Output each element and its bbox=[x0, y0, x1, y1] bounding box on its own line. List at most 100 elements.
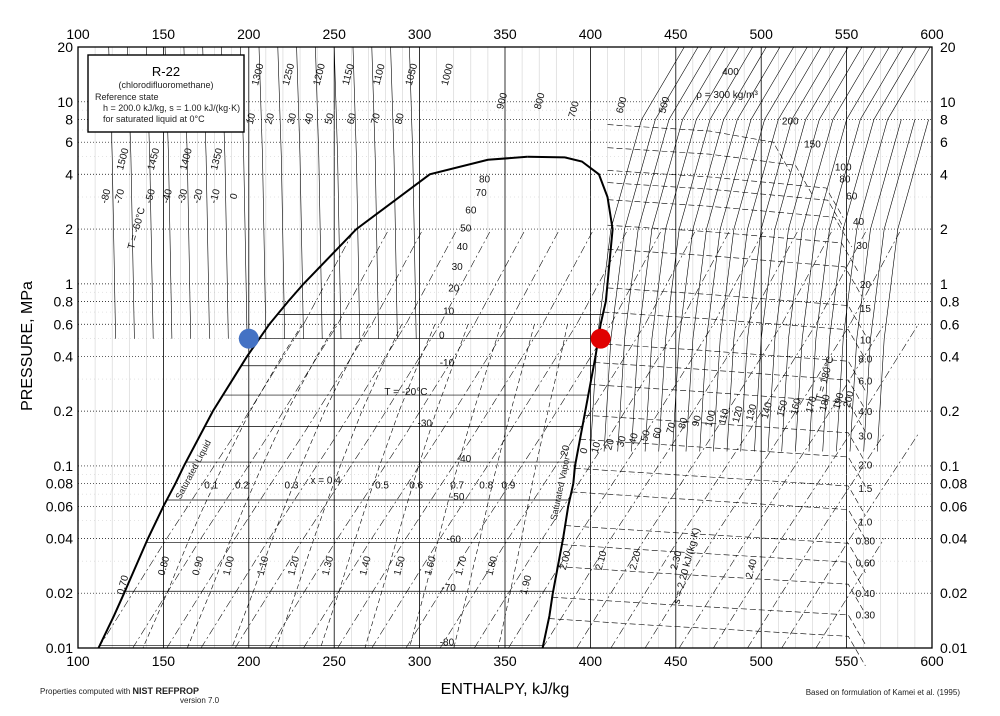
density-line bbox=[594, 362, 866, 410]
x-axis-title: ENTHALPY, kJ/kg bbox=[441, 681, 570, 698]
vapor-isotherm bbox=[822, 46, 917, 452]
vapor-isotherm bbox=[685, 46, 781, 452]
entropy-label: 0.80 bbox=[157, 555, 173, 577]
liquid-density-label: 700 bbox=[567, 100, 582, 119]
entropy-line bbox=[269, 228, 526, 649]
density-label: 6.0 bbox=[858, 377, 872, 388]
quality-label: 0.9 bbox=[501, 481, 515, 492]
entropy-line bbox=[576, 228, 834, 649]
vapor-isotherm bbox=[590, 46, 685, 452]
density-label: 30 bbox=[856, 241, 868, 252]
x-tick-label-bottom: 300 bbox=[408, 653, 432, 669]
isotherm-label: T = -20°C bbox=[384, 387, 427, 398]
isotherm-label: -50 bbox=[450, 492, 465, 503]
liquid-density-label: 600 bbox=[615, 95, 630, 114]
density-label: 150 bbox=[804, 140, 821, 151]
y-tick-label-left: 8 bbox=[65, 111, 73, 127]
vapor-isotherm bbox=[658, 46, 753, 452]
chart-subtitle: (chlorodifluoromethane) bbox=[118, 80, 213, 90]
isotherm-label: 60 bbox=[465, 206, 477, 217]
isotherm-label: 50 bbox=[460, 223, 472, 234]
entropy-label: 1.30 bbox=[321, 555, 337, 577]
y-tick-label-left: 0.4 bbox=[54, 348, 74, 364]
entropy-label: 2.40 bbox=[744, 558, 760, 580]
vapor-isotherm-label: 160 bbox=[789, 397, 804, 416]
vapor-isotherm-label: 40 bbox=[627, 431, 641, 445]
vapor-isotherm bbox=[877, 119, 929, 452]
liquid-isotherm bbox=[315, 46, 323, 339]
y-tick-label-left: 0.04 bbox=[46, 530, 73, 546]
liquid-isotherm-label: 10 bbox=[245, 112, 259, 126]
reference-state-line-1: Reference state bbox=[95, 92, 159, 102]
state-points bbox=[238, 328, 611, 349]
y-tick-label-left: 0.08 bbox=[46, 476, 73, 492]
vapor-isotherm bbox=[781, 46, 876, 452]
density-label: 8.0 bbox=[858, 354, 872, 365]
x-tick-label-top: 400 bbox=[579, 26, 603, 42]
entropy-line bbox=[439, 228, 697, 649]
liquid-density-label: 1300 bbox=[250, 62, 266, 87]
y-tick-label-left: 20 bbox=[57, 39, 73, 55]
x-tick-label-top: 200 bbox=[237, 26, 261, 42]
property-lines bbox=[98, 46, 931, 667]
vapor-isotherm-label: 10 bbox=[590, 440, 604, 454]
x-tick-label-bottom: 200 bbox=[237, 653, 261, 669]
isotherm-label: 80 bbox=[479, 175, 491, 186]
y-tick-label-left: 0.8 bbox=[54, 294, 74, 310]
quality-line bbox=[231, 324, 369, 649]
isotherm-label: 0 bbox=[439, 331, 445, 342]
liquid-density-label: 1450 bbox=[146, 147, 162, 172]
x-tick-label-top: 450 bbox=[664, 26, 688, 42]
vapor-isotherm bbox=[795, 46, 890, 452]
y-tick-label-right: 0.01 bbox=[940, 640, 967, 656]
x-tick-label-top: 350 bbox=[493, 26, 517, 42]
quality-label: 0.5 bbox=[375, 481, 389, 492]
entropy-line bbox=[678, 324, 885, 649]
density-line bbox=[607, 124, 791, 172]
y-tick-label-left: 0.01 bbox=[46, 640, 73, 656]
curve-labels: T = -20°C-80-70-60-50-40-30-100102030405… bbox=[99, 62, 875, 649]
quality-label: 0.7 bbox=[450, 481, 464, 492]
entropy-label: 1.80 bbox=[485, 555, 501, 577]
density-line bbox=[561, 544, 866, 592]
vapor-isotherm-label: 180 bbox=[818, 393, 833, 412]
entropy-line bbox=[200, 228, 458, 649]
footer-left: Properties computed with NIST REFPROP ve… bbox=[40, 686, 219, 705]
liquid-isotherm-label: 0 bbox=[228, 192, 240, 201]
liquid-isotherm-label: 60 bbox=[346, 112, 360, 126]
y-tick-label-left: 0.2 bbox=[54, 403, 74, 419]
liquid-isotherm-label: 40 bbox=[303, 112, 317, 126]
liquid-density-label: 1350 bbox=[209, 147, 225, 172]
entropy-label: 2.20 bbox=[628, 549, 644, 571]
density-line bbox=[557, 566, 866, 615]
vapor-isotherm bbox=[699, 46, 794, 452]
density-label: 0.60 bbox=[856, 559, 876, 570]
liquid-density-label: 1200 bbox=[312, 62, 328, 87]
liquid-density-label: 1050 bbox=[404, 62, 420, 87]
vapor-isotherm bbox=[672, 46, 767, 452]
entropy-line bbox=[303, 228, 560, 649]
saturated-liquid-line bbox=[97, 155, 528, 649]
density-line bbox=[607, 199, 852, 248]
y-tick-label-right: 10 bbox=[940, 94, 956, 110]
y-tick-label-right: 0.2 bbox=[940, 403, 960, 419]
vapor-isotherm-label: 90 bbox=[691, 414, 705, 428]
y-axis-title: PRESSURE, MPa bbox=[19, 281, 36, 411]
density-line bbox=[607, 287, 866, 336]
y-tick-label-left: 1 bbox=[65, 276, 73, 292]
title-box: R-22 (chlorodifluoromethane) Reference s… bbox=[87, 54, 245, 133]
vapor-isotherm-label: 50 bbox=[639, 429, 653, 443]
x-tick-label-bottom: 400 bbox=[579, 653, 603, 669]
entropy-label: 2.30 bbox=[669, 549, 685, 571]
vapor-isotherm bbox=[836, 46, 931, 452]
footer-left-version: version 7.0 bbox=[180, 696, 220, 705]
isotherm-label: 40 bbox=[457, 242, 469, 253]
entropy-line bbox=[542, 228, 800, 649]
y-tick-label-right: 1 bbox=[940, 276, 948, 292]
density-label: 20 bbox=[860, 280, 872, 291]
quality-line bbox=[364, 324, 469, 649]
vapor-isotherm-label: 0 bbox=[579, 446, 591, 455]
liquid-isotherm bbox=[277, 46, 285, 339]
vapor-isotherm-label: 130 bbox=[744, 403, 759, 422]
